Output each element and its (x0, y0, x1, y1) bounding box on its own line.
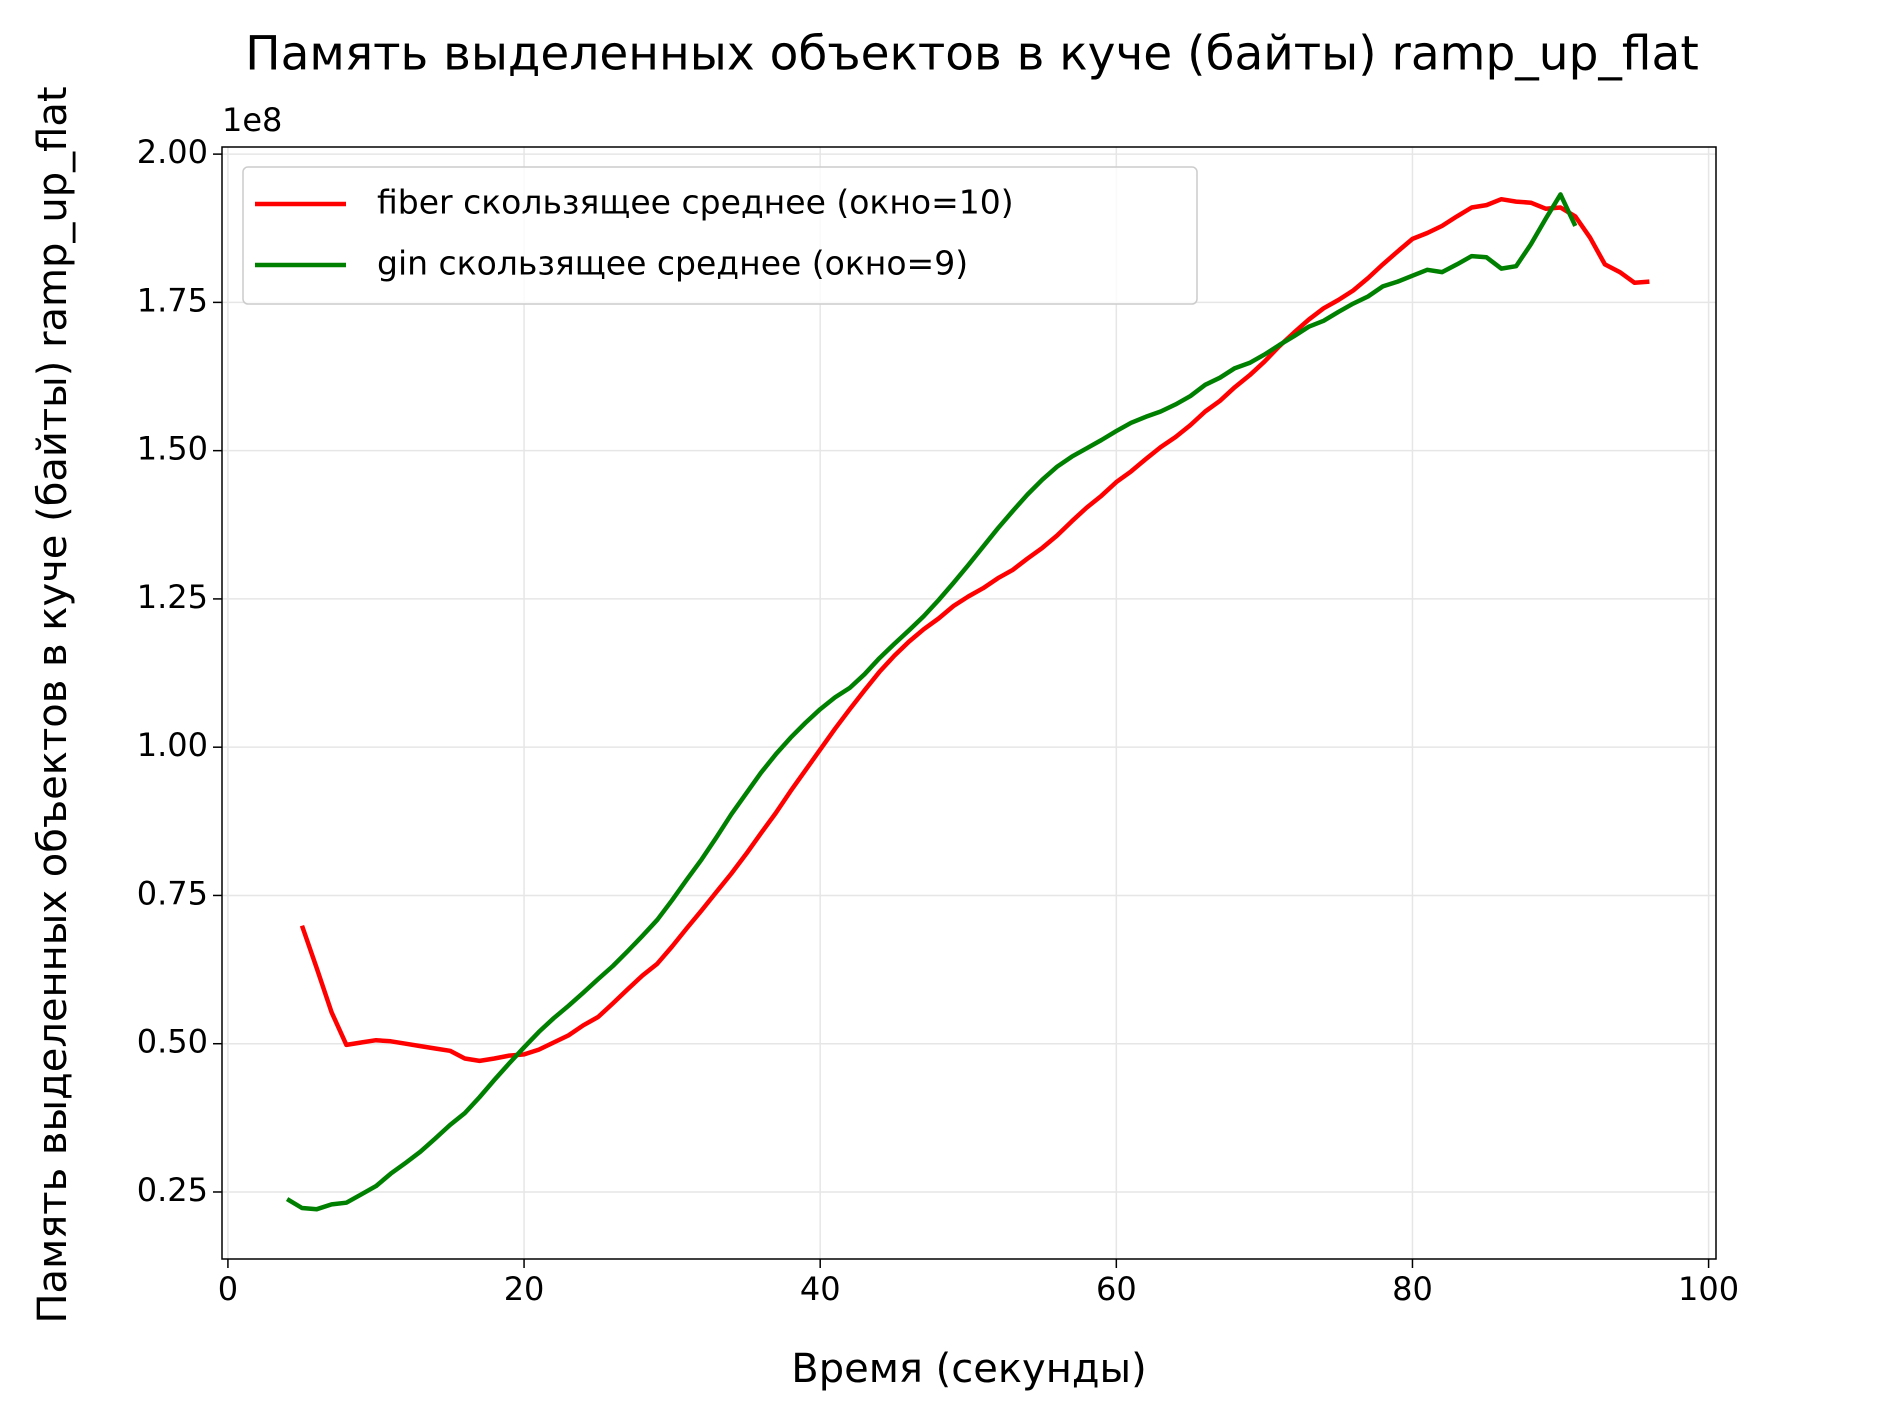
legend-label: fiber скользящее среднее (окно=10) (377, 183, 1014, 222)
series-line (299, 196, 1650, 1064)
y-tick-label: 0.50 (137, 1023, 208, 1061)
y-tick-label: 1.75 (137, 281, 208, 319)
x-tick-label: 60 (1096, 1270, 1137, 1308)
y-tick-label: 1.25 (137, 578, 208, 616)
legend-box (242, 166, 1198, 305)
x-axis-label: Время (секунды) (791, 1346, 1146, 1392)
x-tick-label: 80 (1392, 1270, 1433, 1308)
x-tick-label: 40 (800, 1270, 841, 1308)
y-tick-label: 0.25 (137, 1171, 208, 1209)
x-tick-label: 0 (218, 1270, 238, 1308)
y-offset-text: 1e8 (222, 101, 282, 139)
y-tick-label: 1.00 (137, 726, 208, 764)
legend-label: gin скользящее среднее (окно=9) (377, 244, 968, 283)
y-tick-label: 0.75 (137, 874, 208, 912)
x-tick-label: 20 (504, 1270, 545, 1308)
plot-frame (221, 146, 1717, 1260)
y-tick-label: 1.50 (137, 430, 208, 468)
y-axis-label: Память выделенных объектов в куче (байты… (30, 86, 76, 1323)
y-tick-label: 2.00 (137, 133, 208, 171)
x-tick-label: 100 (1678, 1270, 1739, 1308)
chart-title: Память выделенных объектов в куче (байты… (245, 27, 1699, 82)
series-line (285, 192, 1578, 1212)
